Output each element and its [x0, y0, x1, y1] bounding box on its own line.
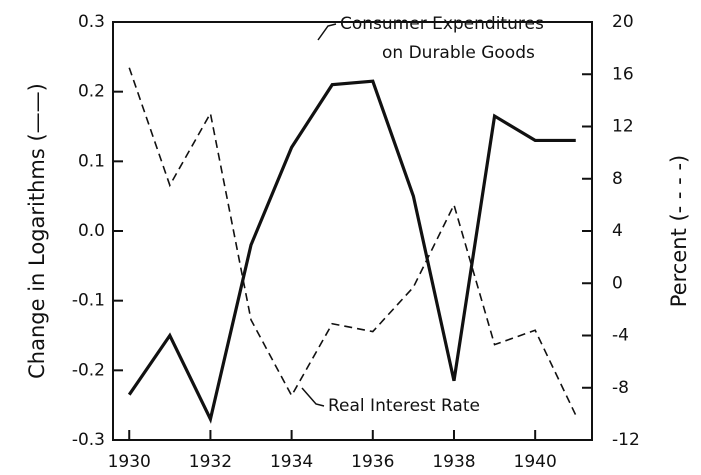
y2-axis-label: Percent (- - - -) [667, 155, 691, 307]
x-tick-label: 1930 [108, 452, 151, 472]
y2-tick-label: 0 [612, 273, 623, 293]
x-tick-label: 1940 [514, 452, 557, 472]
y-tick-label: -0.2 [72, 360, 105, 380]
y2-tick-label: 20 [612, 12, 634, 32]
y-tick-label: 0.2 [78, 82, 105, 102]
x-tick-label: 1938 [432, 452, 475, 472]
series-line [128, 67, 577, 416]
annotation: Real Interest Rate [328, 396, 480, 416]
x-tick-label: 1932 [189, 452, 232, 472]
y-tick-label: -0.1 [72, 291, 105, 311]
y2-tick-label: -8 [612, 378, 629, 398]
x-tick-label: 1934 [270, 452, 313, 472]
y2-tick-label: 12 [612, 117, 634, 137]
y-tick-label: 0.1 [78, 151, 105, 171]
annotation: on Durable Goods [382, 43, 535, 63]
series-line [127, 79, 576, 424]
y2-tick-label: 4 [612, 221, 623, 241]
plot-frame [112, 21, 593, 441]
x-tick-label: 1936 [351, 452, 394, 472]
y2-tick-label: -4 [612, 326, 629, 346]
y-axis-label: Change in Logarithms (——) [25, 83, 49, 379]
y-tick-label: 0.0 [78, 221, 105, 241]
y-tick-label: -0.3 [72, 430, 105, 450]
y2-tick-label: -12 [612, 430, 640, 450]
y2-tick-label: 8 [612, 169, 623, 189]
pointer [317, 23, 337, 41]
y-tick-label: 0.3 [78, 12, 105, 32]
y2-tick-label: 16 [612, 64, 634, 84]
annotation: Consumer Expenditures [340, 14, 544, 34]
pointer [301, 387, 325, 407]
